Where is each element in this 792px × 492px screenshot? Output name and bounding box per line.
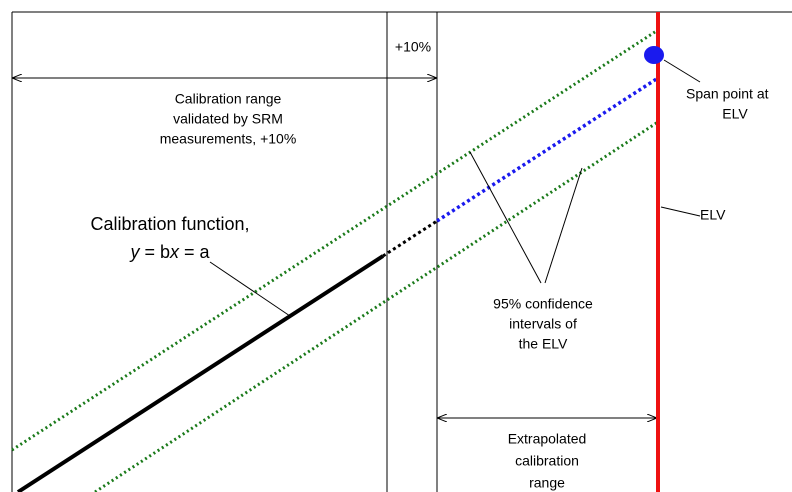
lower-confidence: [94, 120, 659, 492]
leader: [469, 151, 542, 284]
span-label: Span point at: [686, 86, 769, 102]
range-label: validated by SRM: [173, 111, 283, 127]
extrapolated-label: calibration: [515, 453, 579, 469]
equation: y = bx = a: [128, 242, 210, 262]
confidence-label: 95% confidence: [493, 296, 593, 312]
elv-label: ELV: [700, 207, 726, 223]
calibration-dashed: [382, 219, 438, 258]
leader: [660, 206, 701, 217]
extrapolated-label: Extrapolated: [508, 431, 587, 447]
leader: [663, 59, 701, 83]
leader: [544, 167, 583, 284]
eq-part: y: [128, 242, 140, 262]
function-label: Calibration function,: [90, 214, 249, 234]
leader: [209, 261, 291, 317]
span-point: [644, 46, 664, 64]
plus-ten-label: +10%: [395, 39, 431, 55]
span-label: ELV: [722, 106, 748, 122]
range-label: Calibration range: [175, 91, 282, 107]
confidence-label: intervals of: [509, 316, 577, 332]
extrapolated-line: [436, 76, 659, 223]
upper-confidence: [11, 28, 659, 452]
range-label: measurements, +10%: [160, 131, 297, 147]
eq-part: = b: [139, 242, 170, 262]
calibration-line: [16, 254, 385, 492]
confidence-label: the ELV: [519, 336, 568, 352]
extrapolated-label: range: [529, 475, 565, 491]
eq-part: = a: [179, 242, 211, 262]
eq-part: x: [169, 242, 180, 262]
